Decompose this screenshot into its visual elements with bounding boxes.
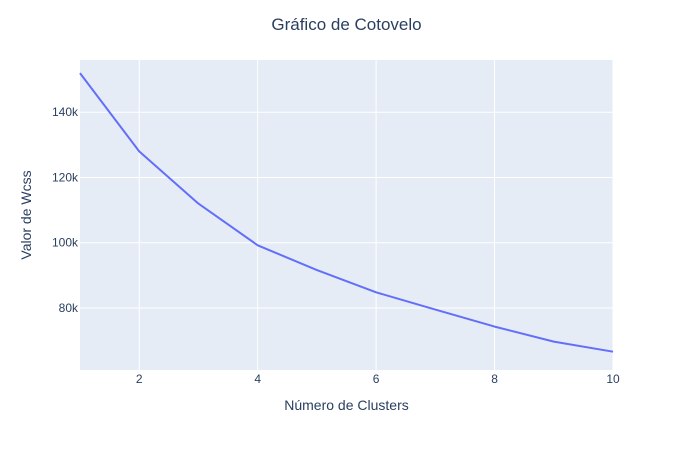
plot-area <box>80 60 613 370</box>
x-tick-label: 6 <box>373 372 380 386</box>
y-tick-label: 80k <box>59 301 79 315</box>
chart-title: Gráfico de Cotovelo <box>271 15 421 34</box>
grid-lines <box>80 60 614 370</box>
x-axis-ticks: 2 4 6 8 10 <box>136 372 620 386</box>
y-tick-label: 100k <box>52 236 79 250</box>
x-axis-title: Número de Clusters <box>284 397 409 413</box>
y-axis-ticks: 80k 100k 120k 140k <box>52 105 79 315</box>
x-tick-label: 8 <box>491 372 498 386</box>
x-tick-label: 10 <box>606 372 620 386</box>
y-tick-label: 140k <box>52 105 79 119</box>
series-layer <box>79 72 614 353</box>
series-line <box>79 72 614 353</box>
y-axis-title: Valor de Wcss <box>18 170 34 259</box>
y-tick-label: 120k <box>52 170 79 184</box>
x-tick-label: 2 <box>136 372 143 386</box>
x-tick-label: 4 <box>254 372 261 386</box>
